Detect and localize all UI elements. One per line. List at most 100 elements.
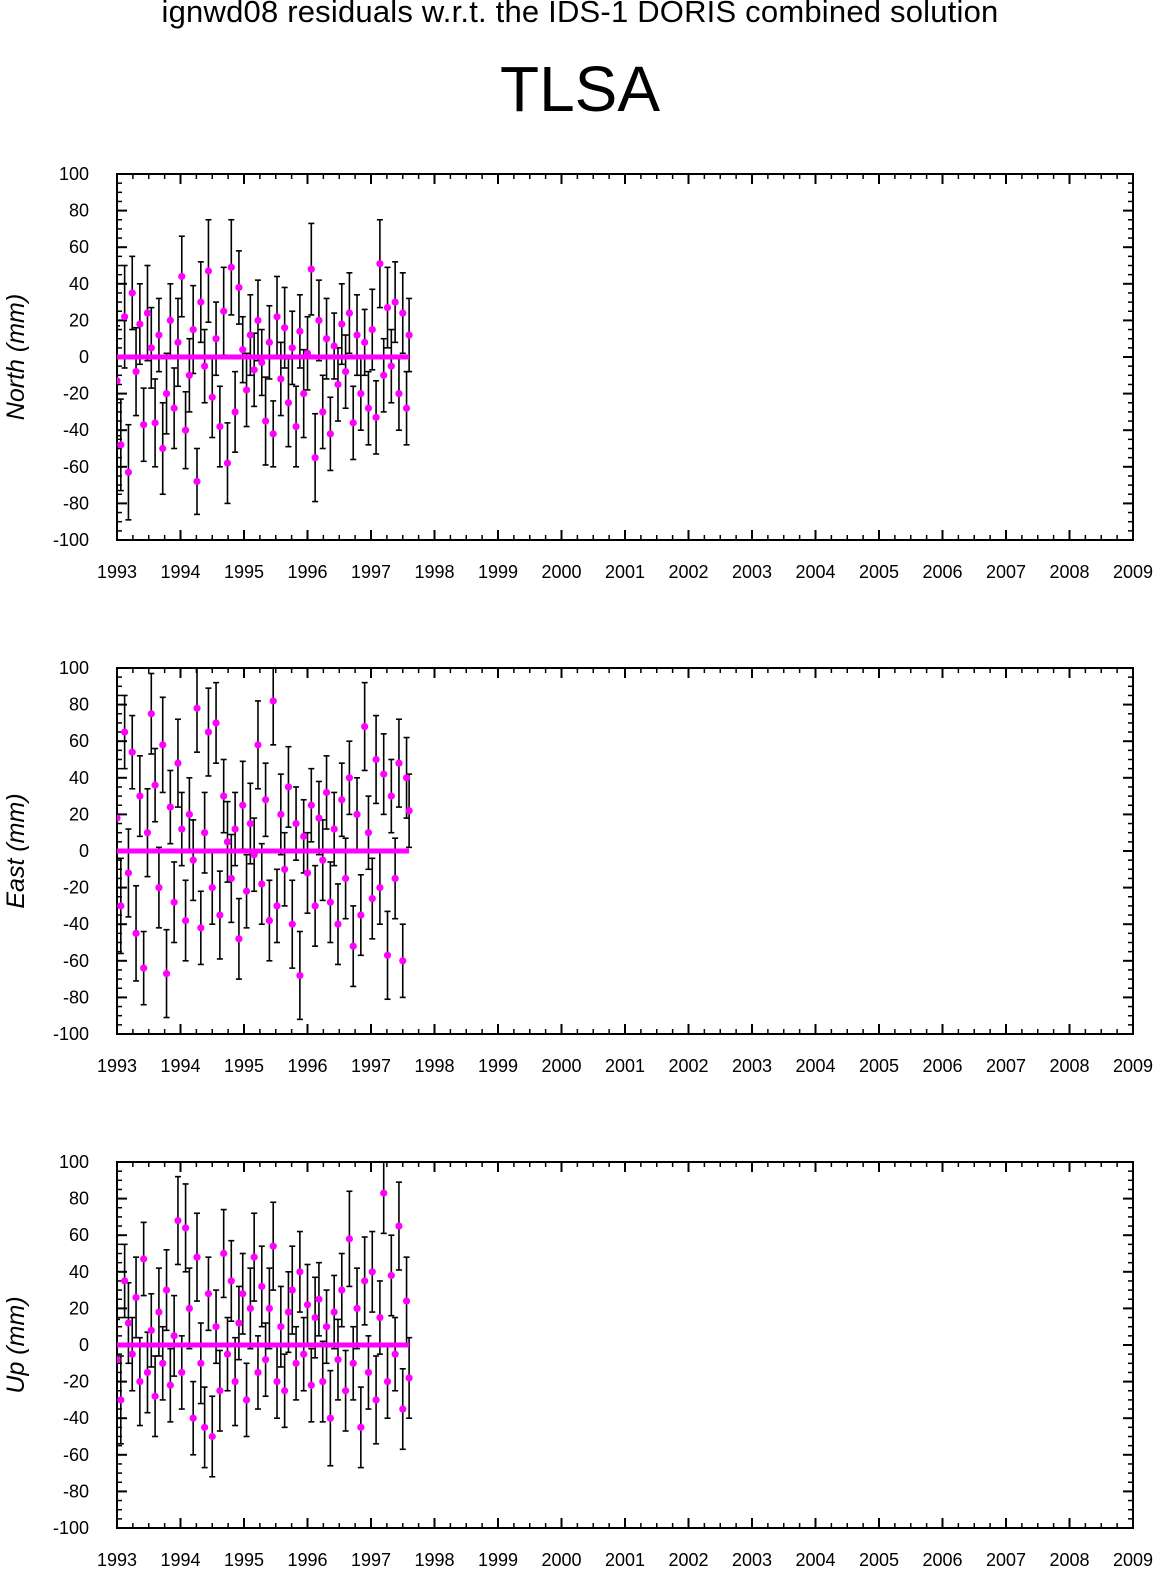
data-point [399,1405,407,1413]
data-point [132,368,140,376]
x-tick-label: 1999 [478,562,518,582]
data-point [281,324,289,332]
data-point [342,874,350,883]
x-tick-label: 2008 [1049,1550,1089,1570]
data-point [277,810,285,819]
data-point [162,1286,171,1294]
data-point [117,1396,125,1404]
y-tick-label: 80 [69,695,89,715]
data-point [284,399,293,407]
data-point [189,325,197,334]
data-point [330,342,338,350]
data-point [349,1359,357,1367]
data-point [178,272,186,281]
data-point [405,1374,413,1382]
data-point [288,344,296,352]
data-point [121,1277,129,1285]
data-point [300,1350,308,1358]
data-point [155,1308,163,1316]
data-point [353,1304,361,1312]
data-point [204,267,213,275]
data-point [124,869,133,877]
data-point [235,935,243,943]
data-point [216,422,224,431]
data-point [380,371,388,379]
data-layer [117,218,413,521]
y-tick-label: 100 [59,1152,89,1172]
data-point [121,728,129,736]
data-point [162,970,171,978]
data-point [330,1308,338,1316]
x-tick-label: 2006 [922,1550,962,1570]
data-point [338,796,346,804]
y-tick-label: -20 [63,384,89,404]
x-tick-label: 1994 [160,1550,200,1570]
x-tick-label: 2003 [732,1056,772,1076]
data-point [166,1381,174,1389]
data-point [208,1432,216,1441]
data-point [402,404,411,412]
data-point [140,964,148,972]
data-point [380,1189,388,1197]
data-point [231,1378,239,1386]
data-point [322,788,331,797]
data-point [197,298,205,306]
x-tick-label: 1995 [224,1550,264,1570]
y-tick-label: 60 [69,237,89,257]
data-point [250,851,258,859]
data-point [322,335,331,343]
data-point [117,1356,121,1364]
x-tick-label: 2000 [541,1550,581,1570]
data-point [147,344,155,352]
y-tick-label: 20 [69,310,89,330]
y-tick-label: 0 [79,1335,89,1355]
data-point [235,1319,243,1327]
x-tick-label: 2009 [1113,1550,1153,1570]
data-point [395,1222,403,1230]
data-point [227,874,235,883]
data-point [334,380,342,389]
data-point [353,810,361,819]
data-point [246,331,254,339]
data-point [185,1304,193,1312]
x-tick-label: 2004 [795,1550,835,1570]
y-tick-label: -80 [63,493,89,513]
data-point [235,283,243,292]
x-tick-label: 1994 [160,562,200,582]
data-point [349,419,357,427]
data-point [204,1290,213,1298]
data-point [376,260,384,268]
data-point [387,792,395,800]
x-tick-label: 2004 [795,562,835,582]
data-point [201,1423,209,1431]
y-tick-label: 80 [69,1189,89,1209]
x-tick-label: 2001 [605,562,645,582]
data-point [322,1323,331,1331]
data-point [132,1293,140,1302]
data-point [178,1368,186,1377]
data-point [387,1271,395,1280]
y-tick-label: -80 [63,1481,89,1501]
x-tick-label: 2002 [668,1056,708,1076]
x-tick-label: 1998 [414,562,454,582]
data-point [296,1268,304,1276]
data-point [273,902,281,910]
data-point [117,902,125,910]
data-point [170,898,178,906]
data-point [334,1356,342,1364]
data-point [239,1290,247,1298]
data-point [300,390,308,398]
data-point [143,1368,152,1377]
data-point [315,1295,323,1303]
x-tick-label: 2007 [986,1056,1026,1076]
data-point [189,856,197,864]
data-point [345,1235,354,1243]
data-point [124,468,133,476]
data-point [399,957,407,965]
data-point [364,404,373,412]
data-point [250,366,258,374]
data-point [223,459,232,467]
y-tick-label: 60 [69,1225,89,1245]
data-point [151,781,159,789]
data-point [204,728,213,736]
